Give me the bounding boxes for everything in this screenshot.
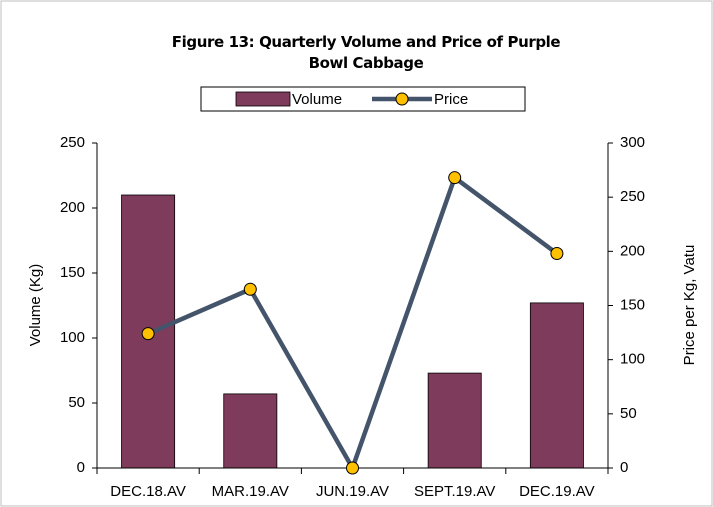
y2-axis-label: Price per Kg, Vatu bbox=[681, 245, 698, 366]
legend-marker bbox=[395, 92, 409, 106]
y-tick-label: 200 bbox=[60, 199, 85, 216]
marker bbox=[550, 247, 564, 260]
marker bbox=[448, 171, 462, 185]
y2-tick-label: 250 bbox=[620, 188, 645, 205]
x-tick-label: JUN.19.AV bbox=[316, 483, 389, 500]
x-tick-label: MAR.19.AV bbox=[212, 483, 289, 500]
y-tick-label: 250 bbox=[60, 134, 85, 151]
marker bbox=[346, 461, 359, 475]
bar bbox=[529, 302, 584, 469]
legend-label: Volume bbox=[292, 91, 342, 108]
legend-label: Price bbox=[434, 91, 468, 108]
y-tick-label: 0 bbox=[77, 459, 85, 476]
y2-tick-label: 150 bbox=[620, 296, 645, 313]
bar bbox=[223, 393, 278, 469]
y2-tick-label: 200 bbox=[620, 242, 645, 259]
x-tick-label: DEC.18.AV bbox=[110, 483, 186, 500]
y-axis-label: Volume (Kg) bbox=[27, 264, 44, 347]
y2-tick-label: 100 bbox=[620, 351, 645, 368]
y2-tick-label: 50 bbox=[620, 405, 637, 422]
y2-tick-label: 0 bbox=[620, 459, 628, 476]
bar bbox=[427, 372, 482, 469]
marker bbox=[243, 282, 257, 296]
chart-title: Figure 13: Quarterly Volume and Price of… bbox=[171, 33, 561, 72]
x-tick-label: DEC.19.AV bbox=[519, 483, 595, 500]
y2-tick-label: 300 bbox=[620, 134, 645, 151]
legend-swatch bbox=[235, 91, 291, 107]
y-tick-label: 150 bbox=[60, 264, 85, 281]
x-tick-label: SEPT.19.AV bbox=[414, 483, 495, 500]
line bbox=[147, 175, 559, 471]
y-tick-label: 100 bbox=[60, 329, 85, 346]
y-tick-label: 50 bbox=[68, 394, 85, 411]
marker bbox=[141, 327, 155, 341]
